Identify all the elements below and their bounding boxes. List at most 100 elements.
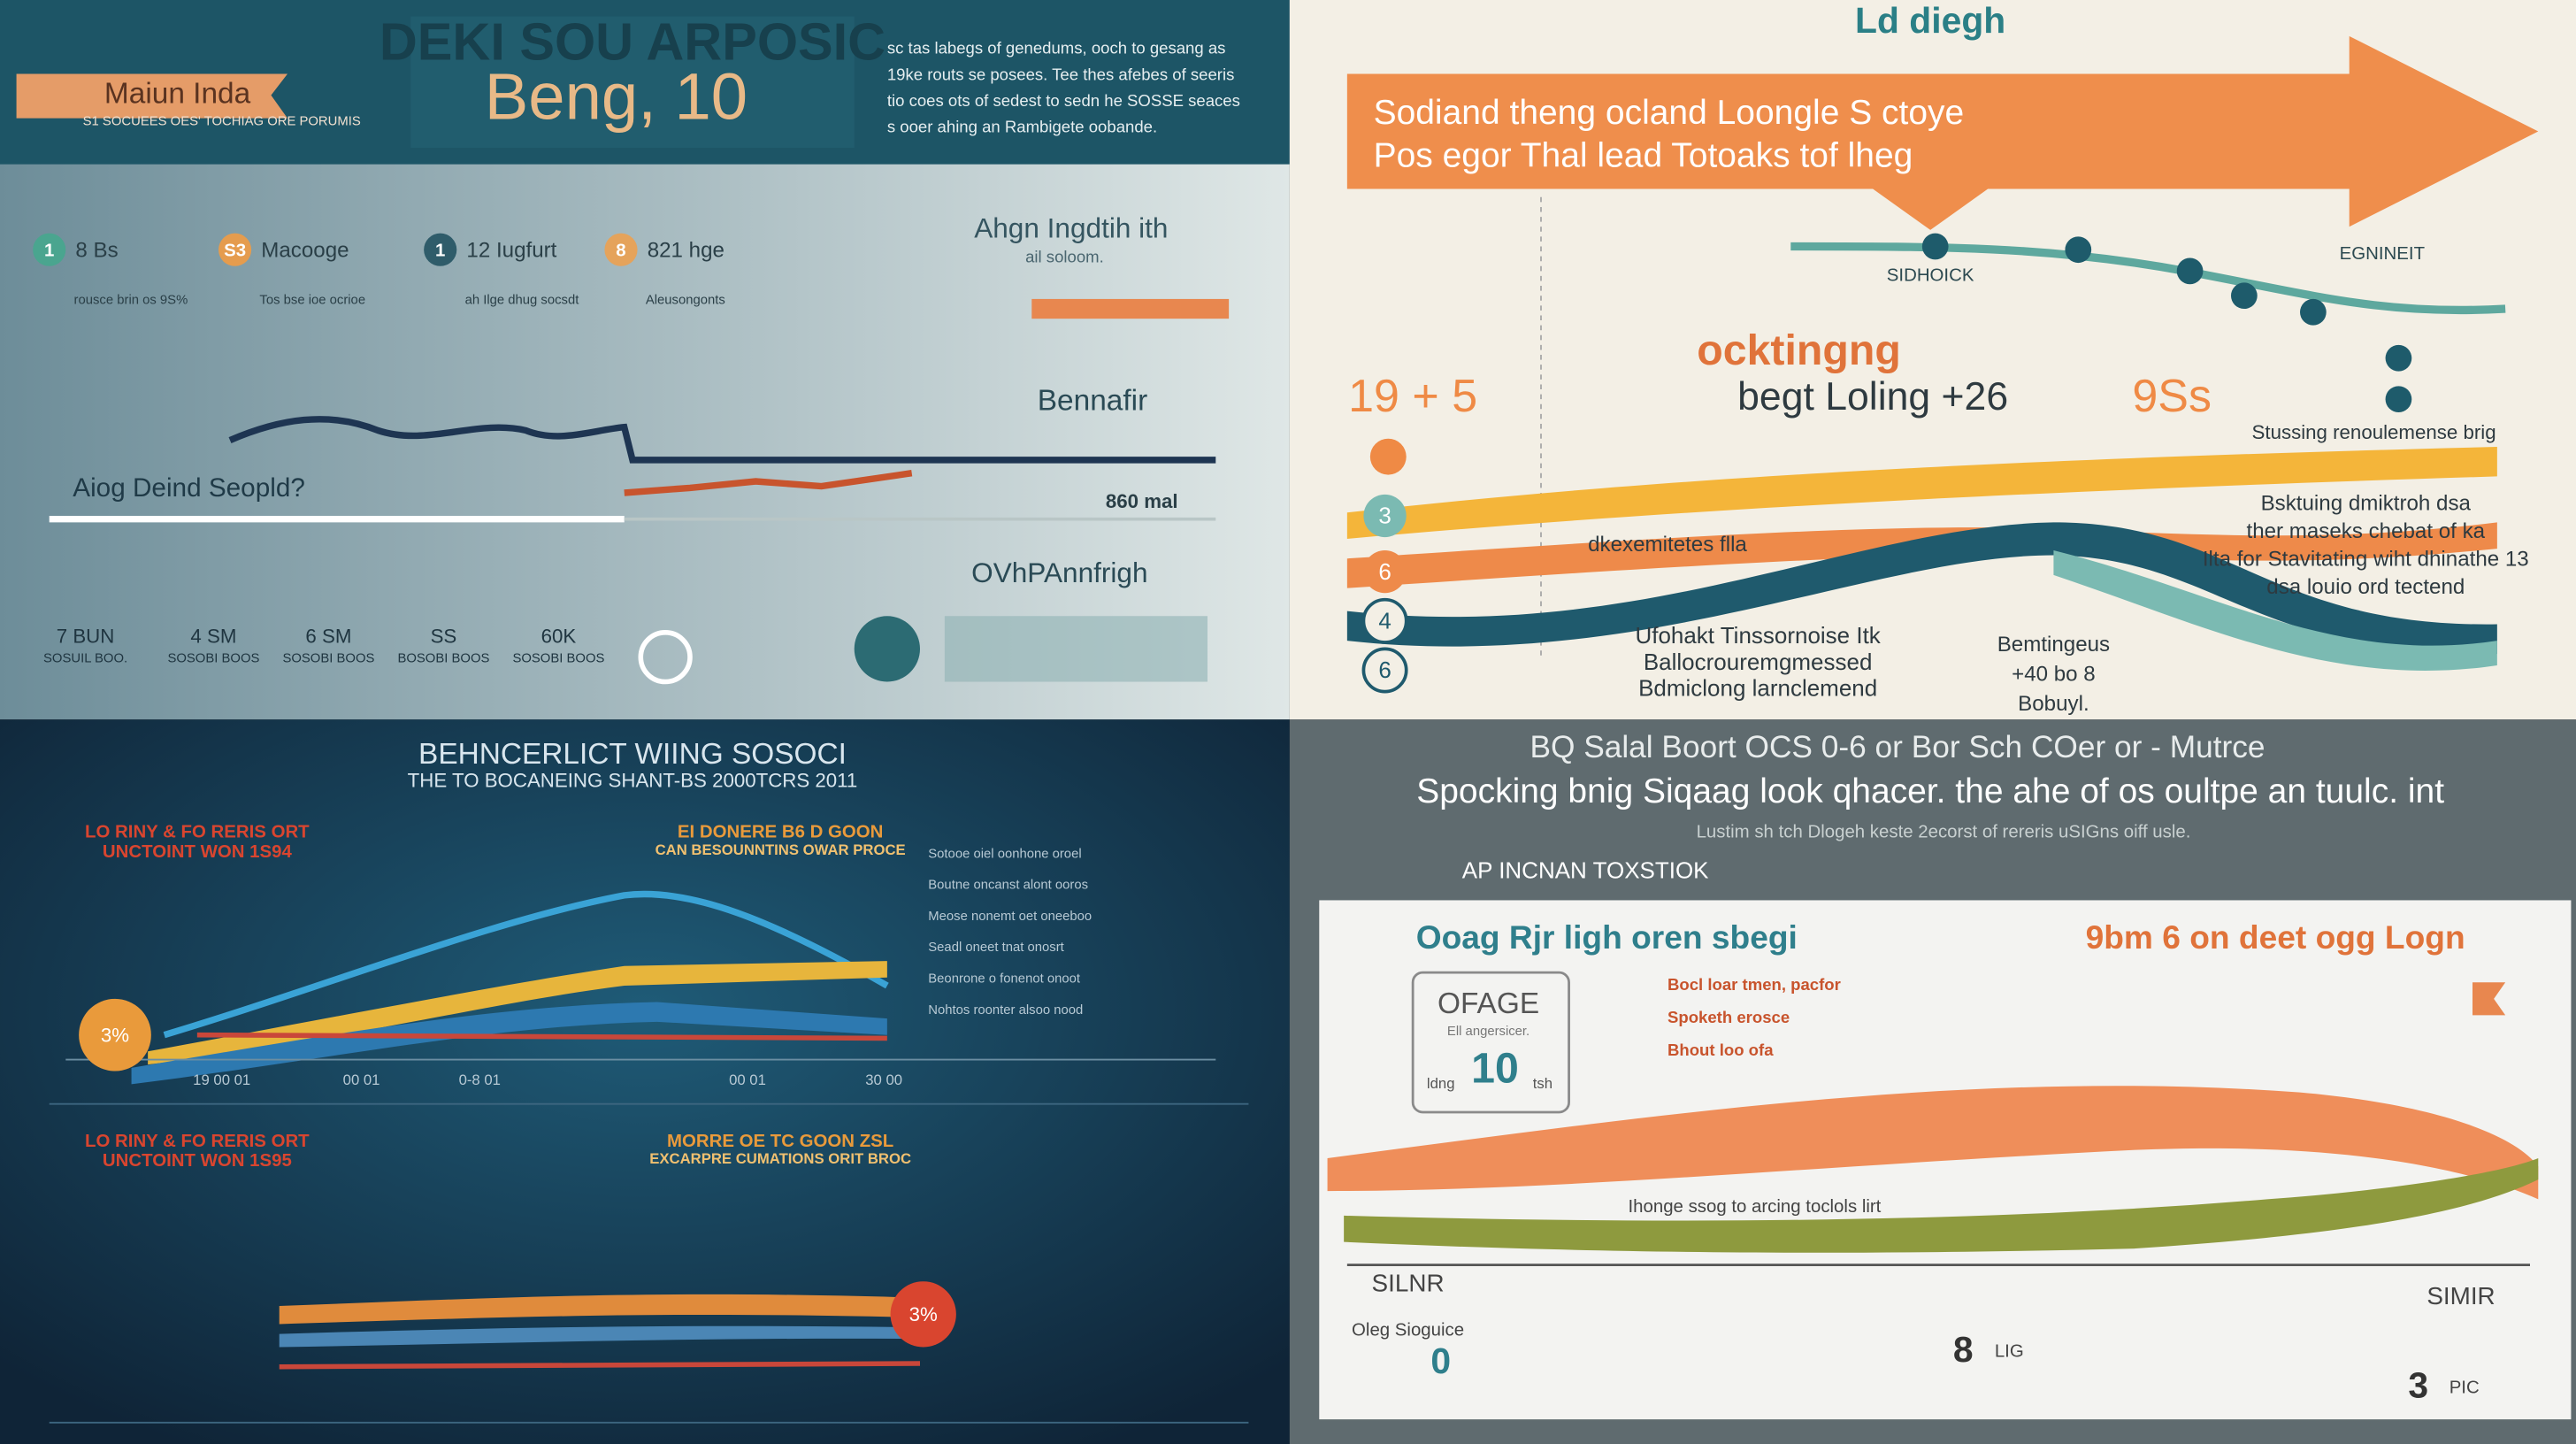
p3-notes-3: Seadl oneet tnat onosrt	[928, 941, 1064, 955]
p4-banner-1: Spocking bnig Siqaag look qhacer. the ah…	[1416, 772, 2444, 810]
band-teal	[1346, 522, 2497, 655]
p4-stats-2-value: 3	[2408, 1365, 2428, 1406]
timeline-dot	[2065, 236, 2092, 264]
step-dot	[218, 233, 252, 266]
p4-stats-1-label: LIG	[1995, 1341, 2024, 1361]
step-dot	[33, 233, 66, 266]
p2-big-right: 9Ss	[2132, 371, 2212, 422]
orange-line	[624, 470, 913, 496]
p1-steps-0-label: 8 Bs	[75, 238, 118, 262]
flag	[2472, 982, 2506, 1016]
p1-intro-1: 19ke routs se posees. Tee thes afebes of…	[887, 65, 1235, 83]
p1-step-notes-1: Tos bse ioe ocrioe	[259, 294, 365, 308]
p4-banner-2: Lustim sh tch Dlogeh keste 2ecorst of re…	[1697, 823, 2191, 842]
p4-notes-2: Bhout loo ofa	[1668, 1041, 1774, 1059]
p4-right-foot: SIMIR	[2426, 1282, 2495, 1310]
p1-steps-2-num: 1	[435, 241, 445, 260]
band-blue	[279, 1325, 920, 1348]
p2-side-lines-2: Ilta for Stavitating wiht dhinathe 13	[2203, 547, 2529, 571]
p1-stats-4: 60K	[541, 625, 577, 647]
p3-charts-1-badge: 3%	[909, 1303, 938, 1325]
p2-side-title: Stussing renoulemense brig	[2252, 421, 2496, 443]
p1-intro-0: sc tas labegs of genedums, ooch to gesan…	[887, 39, 1226, 58]
p1-ribbon: Maiun Inda	[104, 78, 251, 111]
arrow-banner	[1346, 35, 2539, 230]
p3-notes-1: Boutne oncanst alont ooros	[928, 879, 1088, 893]
p2-timeline-right: EGNINEIT	[2340, 244, 2425, 264]
timeline-dot	[2176, 257, 2204, 285]
p4-stats-1-value: 8	[1953, 1329, 1974, 1370]
panel-3-bg	[0, 719, 1290, 1444]
p2-banner-0: Sodiand theng ocland Loongle S ctoye	[1374, 94, 1965, 132]
p4-box-right: tsh	[1533, 1075, 1552, 1092]
icon	[638, 630, 693, 685]
p2-markers-2: 4	[1378, 608, 1391, 634]
p1-stats-0: 7 BUN	[57, 625, 115, 647]
step-dot	[604, 233, 638, 266]
timeline-dot	[2300, 298, 2327, 326]
p1-step-notes-3: Aleusongonts	[646, 294, 725, 308]
p2-side-lines-3: dsa louio ord tectend	[2266, 575, 2465, 599]
line-blue	[163, 890, 889, 1039]
p2-markers-1: 6	[1378, 558, 1391, 585]
band-yellow	[1346, 447, 2497, 539]
p1-stat-labels-0: SOSUIL BOO.	[43, 651, 127, 665]
marker	[1369, 438, 1407, 475]
p4-box-value: 10	[1471, 1044, 1519, 1092]
p3-charts-0-heading: LO RINY & FO RERIS ORT	[85, 823, 310, 842]
p2-timeline-left: SIDHOICK	[1887, 265, 1974, 285]
band-olive	[1344, 1157, 2539, 1253]
marker	[1363, 549, 1407, 594]
p3-notes-5: Nohtos roonter alsoo nood	[928, 1003, 1083, 1018]
p2-notes-2: Bdmiclong larnclemend	[1638, 675, 1877, 702]
p4-banner-0: BQ Salal Boort OCS 0-6 or Bor Sch COer o…	[1530, 730, 2265, 764]
p1-steps-0-num: 1	[44, 241, 54, 260]
marker	[1361, 647, 1408, 694]
p4-notes-1: Spoketh erosce	[1668, 1008, 1790, 1026]
p1-steps-1-num: S3	[224, 241, 246, 260]
p4-band-label: Ihonge ssog to arcing toclols lirt	[1628, 1197, 1881, 1217]
timeline-dot	[2385, 386, 2412, 413]
p2-bottom-right-0: Bemtingeus	[1997, 633, 2110, 657]
step-dot	[424, 233, 457, 266]
p4-notes-0: Bocl loar tmen, pacfor	[1668, 975, 1841, 994]
p1-title: DEKI SOU ARPOSIC	[380, 12, 886, 72]
p4-section: AP INCNAN TOXSTIOK	[1462, 857, 1709, 884]
p1-steps-3-label: 821 hge	[648, 238, 724, 262]
tag-bar	[1031, 298, 1230, 319]
p3-title: BEHNCERLICT WIING SOSOCI	[418, 738, 847, 771]
p1-stats-2: 6 SM	[305, 625, 351, 647]
p2-markers-3: 6	[1378, 657, 1391, 683]
navy-line	[228, 416, 1216, 464]
p3-axis-2: 0-8 01	[459, 1071, 501, 1088]
p2-bottom-right-1: +40 bo 8	[2012, 662, 2096, 686]
p1-stat: 860 mal	[1106, 490, 1178, 512]
p4-left-heading: Ooag Rjr ligh oren sbegi	[1416, 918, 1798, 956]
p3-charts-1-right-heading: MORRE OE TC GOON ZSL	[667, 1132, 893, 1151]
p3-axis-0: 19 00 01	[193, 1071, 250, 1088]
p2-markers-0: 3	[1378, 503, 1391, 529]
p2-side-lines-0: Bsktuing dmiktroh dsa	[2261, 491, 2472, 515]
p1-stat-labels-2: SOSOBI BOOS	[282, 651, 374, 665]
p1-intro-2: tio coes ots of sedest to sedn he SOSSE …	[887, 91, 1240, 110]
p4-stats-2-label: PIC	[2450, 1378, 2480, 1397]
marker	[1361, 597, 1408, 644]
p1-steps-1-label: Macooge	[261, 238, 349, 262]
value-box	[1411, 971, 1570, 1114]
p3-axis-3: 00 01	[729, 1071, 766, 1088]
p2-band-label: dkexemitetes flla	[1588, 533, 1747, 557]
badge	[890, 1281, 956, 1348]
p1-steps-2-label: 12 Iugfurt	[466, 238, 556, 262]
p1-stats-1: 4 SM	[190, 625, 236, 647]
p3-axis-4: 30 00	[865, 1071, 902, 1088]
icon	[854, 616, 920, 682]
p3-charts-1-right-sub: EXCARPRE CUMATIONS ORIT BROC	[649, 1150, 911, 1167]
p1-steps-3-num: 8	[616, 241, 625, 260]
p4-box-title: OFAGE	[1438, 987, 1539, 1020]
p4-box-sub: Ell angersicer.	[1447, 1025, 1530, 1039]
headline-box	[410, 16, 855, 149]
p3-charts-0-badge: 3%	[101, 1024, 129, 1046]
band-orange	[1327, 1086, 2539, 1200]
